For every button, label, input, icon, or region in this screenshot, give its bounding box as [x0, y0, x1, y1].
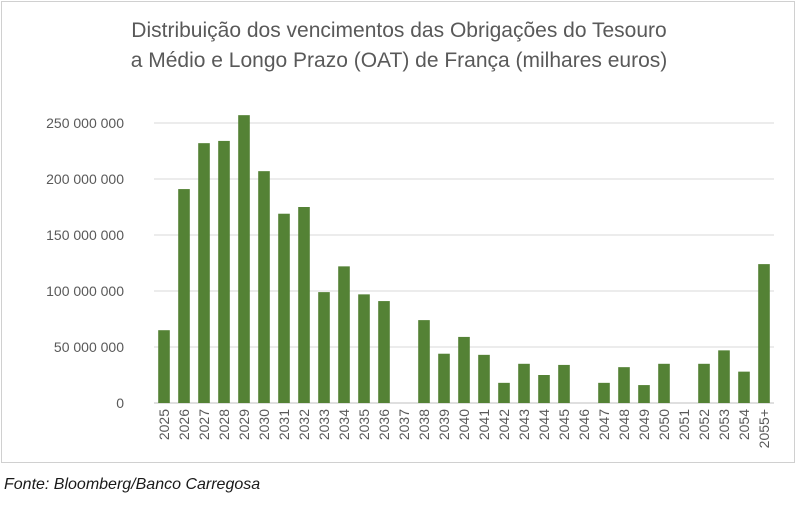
x-tick-label: 2042: [496, 409, 512, 440]
bar-2035: [358, 294, 370, 403]
x-tick-label: 2039: [436, 409, 452, 440]
x-tick-label: 2046: [576, 409, 592, 440]
x-tick-label: 2037: [396, 409, 412, 440]
bar-2040: [458, 336, 470, 403]
bar-2055+: [758, 264, 770, 403]
bar-2043: [518, 363, 530, 403]
bar-2027: [198, 143, 210, 403]
bar-2033: [318, 292, 330, 403]
x-tick-label: 2030: [256, 409, 272, 440]
bar-2042: [498, 382, 510, 403]
x-tick-label: 2025: [156, 409, 172, 440]
x-tick-label: 2038: [416, 409, 432, 440]
x-tick-label: 2045: [556, 409, 572, 440]
x-tick-label: 2035: [356, 409, 372, 440]
y-tick-label: 200 000 000: [46, 171, 124, 187]
bar-2030: [258, 171, 270, 403]
x-tick-label: 2028: [216, 409, 232, 440]
bar-2041: [478, 354, 490, 403]
bar-2028: [218, 140, 230, 404]
x-tick-label: 2047: [596, 409, 612, 440]
bar-2050: [658, 363, 670, 403]
x-tick-label: 2026: [176, 409, 192, 440]
y-tick-label: 0: [116, 395, 124, 411]
source-note: Fonte: Bloomberg/Banco Carregosa: [4, 476, 261, 493]
x-tick-label: 2051: [676, 409, 692, 440]
y-tick-label: 100 000 000: [46, 283, 124, 299]
bar-2025: [158, 330, 170, 403]
chart-title: Distribuição dos vencimentos das Obrigaç…: [2, 16, 796, 76]
bar-2039: [438, 353, 450, 403]
x-tick-label: 2054: [736, 409, 752, 440]
bar-2047: [598, 382, 610, 403]
bar-2048: [618, 367, 630, 403]
x-tick-label: 2044: [536, 409, 552, 440]
x-tick-label: 2036: [376, 409, 392, 440]
chart-title-line-2: a Médio e Longo Prazo (OAT) de França (m…: [130, 49, 668, 72]
x-tick-label: 2048: [616, 409, 632, 440]
x-tick-label: 2031: [276, 409, 292, 440]
bar-2031: [278, 213, 290, 403]
x-tick-label: 2034: [336, 409, 352, 440]
y-tick-label: 50 000 000: [54, 339, 124, 355]
x-tick-label: 2033: [316, 409, 332, 440]
x-tick-label: 2055+: [756, 409, 772, 448]
y-tick-label: 250 000 000: [46, 115, 124, 131]
x-tick-label: 2027: [196, 409, 212, 440]
x-tick-label: 2049: [636, 409, 652, 440]
bar-2038: [418, 320, 430, 403]
bar-2044: [538, 375, 550, 403]
bar-2052: [698, 363, 710, 403]
x-tick-label: 2053: [716, 409, 732, 440]
x-tick-label: 2029: [236, 409, 252, 440]
bar-2049: [638, 385, 650, 403]
bar-2036: [378, 301, 390, 403]
bar-2045: [558, 364, 570, 403]
y-tick-label: 150 000 000: [46, 227, 124, 243]
bar-2034: [338, 266, 350, 403]
x-tick-label: 2040: [456, 409, 472, 440]
x-tick-label: 2052: [696, 409, 712, 440]
bar-2032: [298, 207, 310, 403]
bar-chart: 0 50 000 000 100 000 000 150 000 000 200 000…: [46, 115, 774, 448]
bar-2029: [238, 115, 250, 403]
x-tick-label: 2050: [656, 409, 672, 440]
chart-frame: Distribuição dos vencimentos das Obrigaç…: [1, 1, 795, 463]
x-tick-label: 2032: [296, 409, 312, 440]
chart-title-line-1: Distribuição dos vencimentos das Obrigaç…: [131, 19, 667, 42]
x-tick-label: 2043: [516, 409, 532, 440]
bar-2054: [738, 371, 750, 403]
bar-2026: [178, 189, 190, 403]
x-tick-label: 2041: [476, 409, 492, 440]
bar-2053: [718, 350, 730, 403]
